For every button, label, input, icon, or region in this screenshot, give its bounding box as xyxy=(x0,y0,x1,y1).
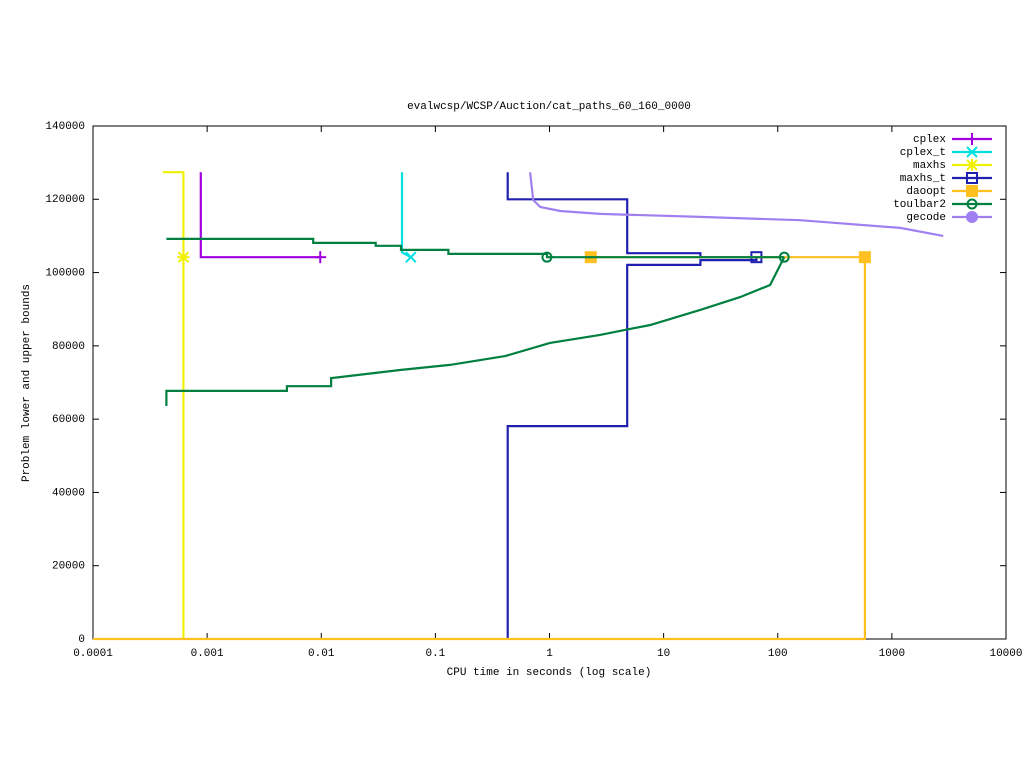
marker-stroke xyxy=(966,159,978,171)
series-line xyxy=(93,256,866,641)
x-tick-label: 1000 xyxy=(879,648,905,660)
marker xyxy=(405,251,417,263)
marker-stroke xyxy=(405,251,417,263)
marker-stroke xyxy=(966,146,978,158)
series-line xyxy=(400,172,412,259)
marker xyxy=(541,251,553,263)
marker-shape xyxy=(778,251,790,263)
series-line xyxy=(506,172,758,639)
legend-label: maxhs xyxy=(913,160,946,172)
marker xyxy=(966,172,978,184)
legend-label: daoopt xyxy=(906,186,946,198)
marker xyxy=(314,251,327,264)
marker-shape xyxy=(966,198,978,210)
plot-frame xyxy=(92,125,1007,640)
marker xyxy=(858,251,871,264)
y-tick-label: 40000 xyxy=(52,487,85,499)
series-line xyxy=(199,172,321,259)
marker-stroke xyxy=(177,251,190,263)
x-tick-label: 0.1 xyxy=(425,648,445,660)
legend-label: toulbar2 xyxy=(893,199,946,211)
marker-shape xyxy=(966,185,978,197)
marker xyxy=(966,133,978,145)
x-tick-label: 10000 xyxy=(989,648,1022,660)
series-line xyxy=(162,171,185,639)
y-tick-label: 60000 xyxy=(52,414,85,426)
chart-title: evalwcsp/WCSP/Auction/cat_paths_60_160_0… xyxy=(407,101,691,113)
y-tick-label: 100000 xyxy=(45,267,85,279)
legend-label: maxhs_t xyxy=(900,173,946,185)
y-tick-label: 120000 xyxy=(45,194,85,206)
x-axis-label: CPU time in seconds (log scale) xyxy=(447,667,652,679)
marker xyxy=(966,198,978,210)
marker-shape xyxy=(858,251,871,264)
legend-label: cplex_t xyxy=(900,147,946,159)
marker-shape xyxy=(541,251,553,263)
y-tick-label: 0 xyxy=(78,634,85,646)
y-tick-label: 140000 xyxy=(45,121,85,133)
x-tick-label: 100 xyxy=(768,648,788,660)
marker-shape xyxy=(966,172,978,184)
marker xyxy=(177,251,190,264)
series-line xyxy=(529,172,944,237)
marker-shape xyxy=(966,211,978,223)
x-tick-label: 0.0001 xyxy=(73,648,113,660)
y-tick-label: 80000 xyxy=(52,341,85,353)
marker xyxy=(966,185,978,197)
series-line xyxy=(165,237,786,406)
legend-label: gecode xyxy=(906,212,946,224)
marker xyxy=(966,159,978,171)
marker xyxy=(778,251,790,263)
marker xyxy=(966,211,978,223)
y-tick-label: 20000 xyxy=(52,561,85,573)
marker xyxy=(966,146,978,158)
y-axis-label: Problem lower and upper bounds xyxy=(21,284,33,482)
x-tick-label: 10 xyxy=(657,648,670,660)
x-tick-label: 1 xyxy=(546,648,553,660)
x-tick-label: 0.001 xyxy=(191,648,224,660)
legend-label: cplex xyxy=(913,134,946,146)
x-tick-label: 0.01 xyxy=(308,648,335,660)
